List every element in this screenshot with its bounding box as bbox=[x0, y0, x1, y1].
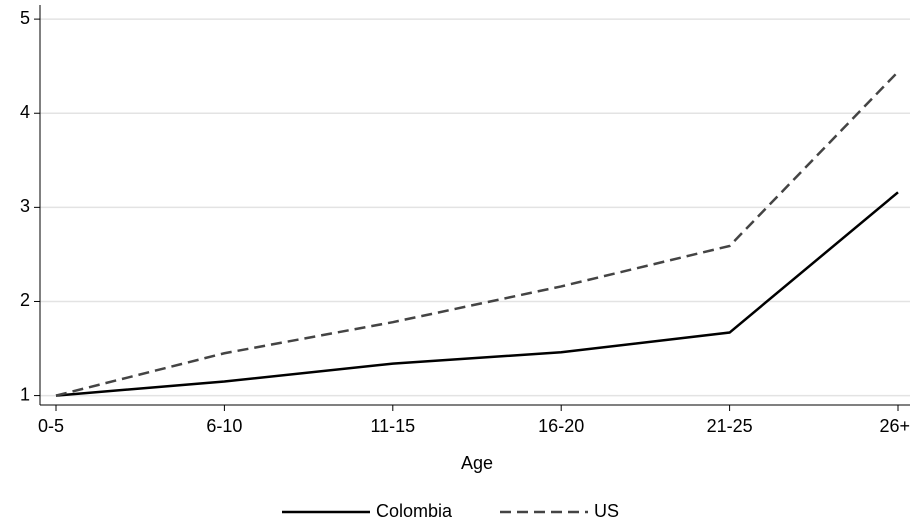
y-tick-label: 3 bbox=[20, 196, 30, 216]
x-tick-label: 26+ bbox=[879, 416, 910, 436]
legend-label: Colombia bbox=[376, 501, 453, 521]
x-tick-label: 21-25 bbox=[707, 416, 753, 436]
y-tick-label: 4 bbox=[20, 102, 30, 122]
y-tick-label: 2 bbox=[20, 290, 30, 310]
x-tick-label: 11-15 bbox=[370, 416, 415, 436]
y-tick-label: 1 bbox=[20, 384, 30, 404]
y-tick-label: 5 bbox=[20, 8, 30, 28]
x-tick-label: 0-5 bbox=[38, 416, 64, 436]
line-series bbox=[55, 70, 899, 397]
x-tick-label: 16-20 bbox=[538, 416, 584, 436]
x-axis-label: Age bbox=[461, 453, 493, 473]
x-tick-label: 6-10 bbox=[206, 416, 242, 436]
line-series bbox=[55, 191, 899, 397]
legend-label: US bbox=[594, 501, 619, 521]
